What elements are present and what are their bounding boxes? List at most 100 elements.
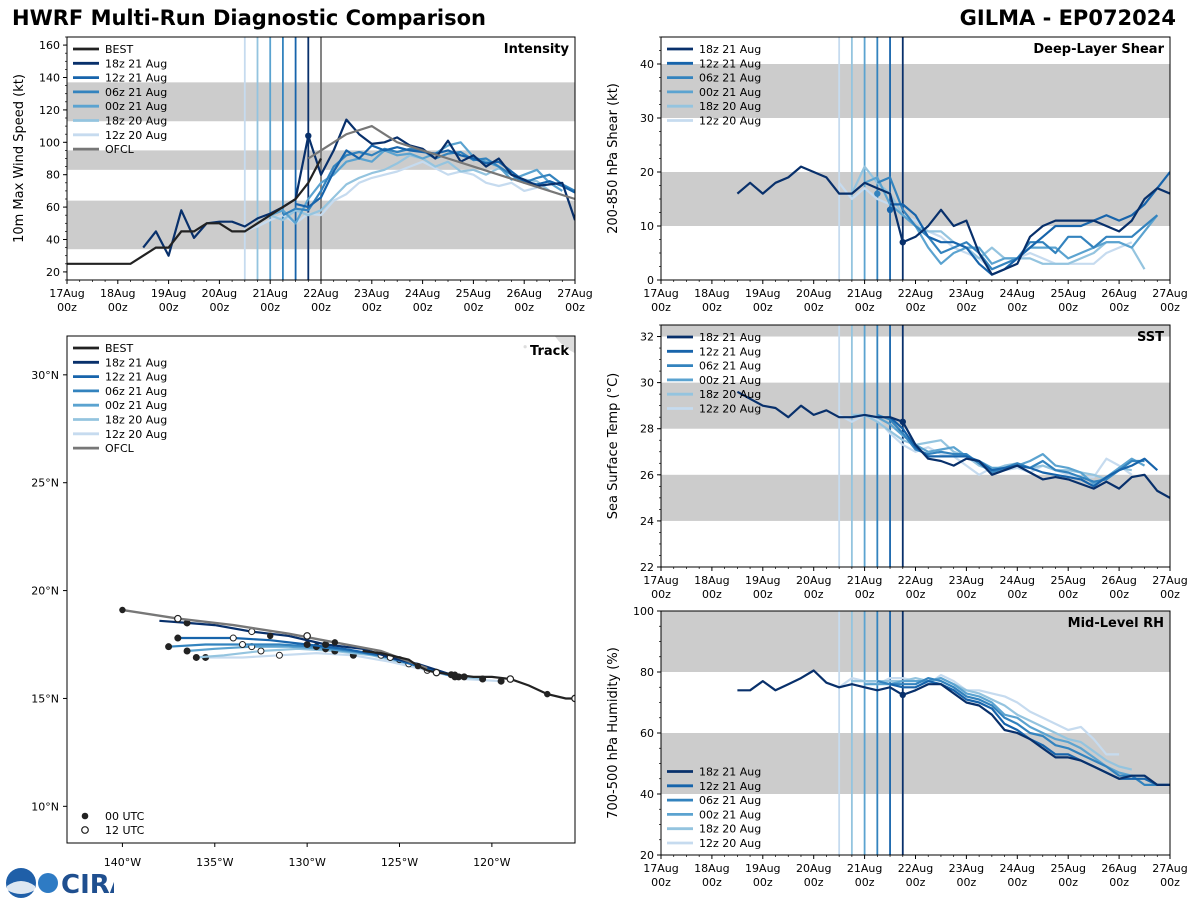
rh-legend-label: 18z 20 Aug bbox=[699, 823, 761, 836]
track-legend-label: 12z 20 Aug bbox=[105, 428, 167, 441]
shear-xtick-label-hour: 00z bbox=[1160, 301, 1180, 314]
shear-ytick-label: 10 bbox=[640, 220, 654, 233]
track-ofcl-marker-12utc bbox=[174, 614, 182, 623]
rh-xtick-label: 19Aug bbox=[745, 862, 780, 875]
track-xtick-label: 120°W bbox=[473, 856, 510, 869]
track-best-marker-00utc bbox=[414, 662, 422, 670]
sst-xtick-label: 17Aug bbox=[643, 574, 678, 587]
shear-xtick-label: 25Aug bbox=[1050, 287, 1085, 300]
storm-id-title: GILMA - EP072024 bbox=[959, 6, 1176, 30]
rh-plot-area bbox=[737, 669, 1170, 787]
rh-xtick-label-hour: 00z bbox=[855, 876, 875, 889]
intensity-legend-label: 00z 21 Aug bbox=[105, 100, 167, 113]
sst-ytick-label: 24 bbox=[640, 515, 654, 528]
shear-legend-label: 12z 20 Aug bbox=[699, 115, 761, 128]
shear-ytick-label: 40 bbox=[640, 58, 654, 71]
shear-panel: 01020304017Aug00z18Aug00z19Aug00z20Aug00… bbox=[606, 36, 1188, 314]
rh-xtick-label-hour: 00z bbox=[1058, 876, 1078, 889]
shear-xtick-label: 20Aug bbox=[796, 287, 831, 300]
intensity-legend-label: 18z 21 Aug bbox=[105, 57, 167, 70]
sst-init-point bbox=[899, 418, 906, 425]
sst-xtick-label: 22Aug bbox=[898, 574, 933, 587]
intensity-xtick-label-hour: 00z bbox=[413, 301, 433, 314]
rh-xtick-label: 20Aug bbox=[796, 862, 831, 875]
sst-band bbox=[661, 382, 1170, 429]
track-ytick-label: 30°N bbox=[31, 369, 59, 382]
shear-xtick-label: 17Aug bbox=[643, 287, 678, 300]
rh-panel: 2040608010017Aug00z18Aug00z19Aug00z20Aug… bbox=[606, 605, 1188, 889]
shear-xtick-label-hour: 00z bbox=[804, 301, 824, 314]
intensity-ytick-label: 120 bbox=[39, 104, 60, 117]
rh-band bbox=[661, 611, 1170, 672]
intensity-ytick-label: 80 bbox=[46, 169, 60, 182]
rh-xtick-label: 23Aug bbox=[949, 862, 984, 875]
shear-xtick-label-hour: 00z bbox=[957, 301, 977, 314]
track-legend-label: 12z 21 Aug bbox=[105, 371, 167, 384]
shear-xtick-label: 23Aug bbox=[949, 287, 984, 300]
track-series-marker bbox=[183, 647, 191, 655]
sst-legend-label: 18z 20 Aug bbox=[699, 388, 761, 401]
cira-logo-text: CIRA bbox=[61, 870, 114, 900]
track-marker-legend-filled bbox=[81, 812, 89, 820]
intensity-xtick-label-hour: 00z bbox=[464, 301, 484, 314]
intensity-xtick-label: 17Aug bbox=[49, 287, 84, 300]
intensity-legend-label: BEST bbox=[105, 43, 133, 56]
intensity-xtick-label: 27Aug bbox=[557, 287, 592, 300]
sst-xtick-label-hour: 00z bbox=[1160, 588, 1180, 601]
track-ytick-label: 25°N bbox=[31, 477, 59, 490]
sst-xtick-label-hour: 00z bbox=[1007, 588, 1027, 601]
track-series-marker bbox=[322, 641, 330, 649]
track-legend-label: OFCL bbox=[105, 442, 135, 455]
sst-xtick-label-hour: 00z bbox=[906, 588, 926, 601]
rh-ytick-label: 60 bbox=[640, 727, 654, 740]
track-ytick-label: 15°N bbox=[31, 692, 59, 705]
sst-xtick-label: 21Aug bbox=[847, 574, 882, 587]
track-series-marker bbox=[275, 651, 283, 659]
intensity-xtick-label-hour: 00z bbox=[565, 301, 585, 314]
track-legend-label: 18z 21 Aug bbox=[105, 356, 167, 369]
sst-xtick-label-hour: 00z bbox=[804, 588, 824, 601]
rh-xtick-label: 22Aug bbox=[898, 862, 933, 875]
sst-ytick-label: 26 bbox=[640, 469, 654, 482]
shear-series-line bbox=[850, 165, 1146, 270]
intensity-xtick-label-hour: 00z bbox=[210, 301, 230, 314]
intensity-ofcl-line bbox=[307, 124, 575, 201]
intensity-xtick-label: 19Aug bbox=[151, 287, 186, 300]
intensity-xtick-label: 25Aug bbox=[456, 287, 491, 300]
shear-legend-label: 18z 20 Aug bbox=[699, 100, 761, 113]
sst-panel: 22242628303217Aug00z18Aug00z19Aug00z20Au… bbox=[606, 324, 1188, 601]
shear-xtick-label: 22Aug bbox=[898, 287, 933, 300]
intensity-xtick-label-hour: 00z bbox=[260, 301, 280, 314]
track-legend-label: 18z 20 Aug bbox=[105, 414, 167, 427]
shear-legend-label: 06z 21 Aug bbox=[699, 72, 761, 85]
track-title: Track bbox=[530, 344, 569, 359]
rh-xtick-label-hour: 00z bbox=[1160, 876, 1180, 889]
shear-ytick-label: 0 bbox=[647, 274, 654, 287]
track-series-marker bbox=[303, 641, 311, 649]
shear-xtick-label-hour: 00z bbox=[906, 301, 926, 314]
track-marker-legend-label: 00 UTC bbox=[105, 810, 145, 823]
intensity-legend-label: 12z 21 Aug bbox=[105, 72, 167, 85]
intensity-title: Intensity bbox=[504, 42, 570, 57]
shear-xtick-label: 19Aug bbox=[745, 287, 780, 300]
sst-ytick-label: 22 bbox=[640, 561, 654, 574]
shear-xtick-label-hour: 00z bbox=[1007, 301, 1027, 314]
sst-xtick-label: 25Aug bbox=[1050, 574, 1085, 587]
track-xtick-label: 135°W bbox=[196, 856, 233, 869]
island-shape bbox=[523, 345, 527, 349]
intensity-ytick-label: 140 bbox=[39, 72, 60, 85]
track-marker-legend-open bbox=[81, 826, 89, 834]
track-best-marker-12utc bbox=[506, 675, 515, 683]
sst-legend-label: 12z 20 Aug bbox=[699, 403, 761, 416]
sst-xtick-label-hour: 00z bbox=[702, 588, 722, 601]
sst-legend-label: 18z 21 Aug bbox=[699, 331, 761, 344]
sst-xtick-label: 23Aug bbox=[949, 574, 984, 587]
sst-legend-label: 12z 21 Aug bbox=[699, 345, 761, 358]
intensity-plot-area bbox=[67, 118, 575, 265]
shear-init-point bbox=[899, 239, 906, 246]
intensity-xtick-label: 21Aug bbox=[252, 287, 287, 300]
track-best-line bbox=[362, 649, 575, 700]
track-ofcl-marker-12utc bbox=[303, 632, 311, 640]
rh-ytick-label: 40 bbox=[640, 788, 654, 801]
track-ytick-label: 20°N bbox=[31, 585, 59, 598]
